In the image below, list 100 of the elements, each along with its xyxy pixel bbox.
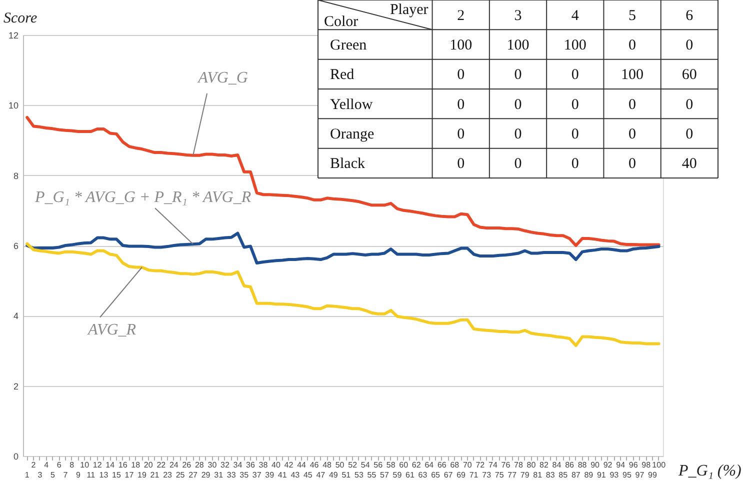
x-tick-label: 63 [418,470,428,480]
x-tick-label: 23 [163,470,173,480]
data-label: 0 [457,156,465,172]
data-label: 40 [682,156,697,172]
x-tick-label: 2 [457,8,465,24]
data-label: 0 [628,156,636,172]
y-tick-label: 10 [8,100,18,111]
x-tick-label: 3 [514,8,522,24]
x-tick-label: 9 [76,470,81,480]
x-tick-label: 15 [112,470,122,480]
x-tick-label: 86 [565,460,575,470]
x-tick-label: 48 [322,460,332,470]
y-tick-label: 12 [8,30,18,40]
x-tick-label: 29 [201,470,211,480]
x-tick-label: 50 [335,460,345,470]
x-tick-label: 35 [240,470,250,480]
x-tick-label: 22 [156,460,166,470]
x-tick-label: 21 [150,470,160,480]
x-tick-label: 89 [584,470,594,480]
x-tick-label: 78 [514,460,524,470]
data-label: 0 [514,156,522,172]
x-tick-label: 53 [354,470,364,480]
x-tick-label: 32 [220,460,230,470]
x-tick-label: 4 [44,460,50,470]
x-tick-label: 19 [138,470,147,480]
x-tick-label: 76 [501,460,511,470]
data-label: 60 [682,67,697,84]
x-tick-label: 20 [144,460,154,470]
x-tick-label: 55 [367,470,377,480]
x-tick-label: 10 [80,460,90,470]
x-tick-label: 68 [450,460,460,470]
x-tick-label: 99 [648,470,658,480]
y-tick-label: 6 [13,241,18,251]
y-axis-title: Color [324,14,358,30]
x-tick-label: 33 [226,470,236,480]
x-tick-label: 73 [482,470,492,480]
x-tick-label: 100 [652,460,666,470]
x-tick-label: 44 [297,460,307,470]
x-tick-label: 56 [374,460,384,470]
data-label: 100 [621,67,644,84]
x-tick-label: 34 [233,460,243,470]
data-label: 0 [628,38,636,54]
x-tick-label: 2 [31,460,36,470]
annotation: P_G₁ * AVG_G + P_R₁ * AVG_R [34,189,252,206]
x-tick-label: 58 [386,460,396,470]
x-tick-label: 28 [194,460,204,470]
y-tick-label: Green [330,38,368,54]
data-label: 0 [686,126,694,142]
y-axis-title: Score [4,10,38,26]
line-series [26,116,660,247]
x-tick-label: 83 [546,470,556,480]
data-label: 0 [514,126,522,142]
x-tick-label: 91 [596,470,606,480]
x-tick-label: 77 [508,470,518,480]
x-tick-label: 67 [444,470,454,480]
x-tick-label: 74 [488,460,498,470]
x-tick-label: 66 [437,460,447,470]
x-tick-label: 80 [526,460,536,470]
y-tick-label: 8 [13,170,18,181]
x-tick-label: 39 [265,470,275,480]
x-tick-label: 36 [246,460,256,470]
x-tick-label: 24 [169,460,179,470]
x-tick-label: 92 [603,460,613,470]
data-label: 0 [686,96,694,113]
x-tick-label: 25 [176,470,186,480]
x-tick-label: 71 [469,470,479,480]
data-label: 0 [457,126,465,142]
annotation: AVG_G [197,69,248,86]
x-tick-label: 38 [258,460,268,470]
x-tick-label: 5 [628,8,636,24]
x-tick-label: 54 [360,460,370,470]
data-label: 0 [686,38,694,54]
data-label: 0 [457,96,465,113]
x-tick-label: 96 [628,460,638,470]
data-label: 0 [514,96,522,113]
data-label: 0 [457,67,465,84]
x-tick-label: 5 [50,470,56,480]
x-tick-label: 45 [303,470,313,480]
x-axis-title: P_G₁ (%) [678,462,742,480]
x-tick-label: 85 [558,470,568,480]
data-label: 0 [628,96,636,113]
x-tick-label: 94 [616,460,626,470]
x-tick-label: 31 [214,470,224,480]
x-tick-label: 84 [552,460,562,470]
x-tick-label: 27 [188,470,198,480]
x-tick-label: 87 [571,470,581,480]
x-tick-label: 51 [342,470,352,480]
x-tick-label: 75 [494,470,504,480]
y-tick-label: Red [330,67,355,84]
y-tick-label: 2 [13,381,18,392]
data-label: 0 [571,96,579,113]
x-tick-label: 62 [412,460,422,470]
x-tick-label: 37 [252,470,262,480]
data-label: 100 [506,38,530,54]
x-tick-label: 98 [642,460,652,470]
x-tick-label: 52 [348,460,358,470]
x-tick-label: 47 [316,470,326,480]
x-tick-label: 6 [56,460,62,470]
x-tick-label: 14 [106,460,116,470]
x-axis-title: Player [390,2,428,18]
